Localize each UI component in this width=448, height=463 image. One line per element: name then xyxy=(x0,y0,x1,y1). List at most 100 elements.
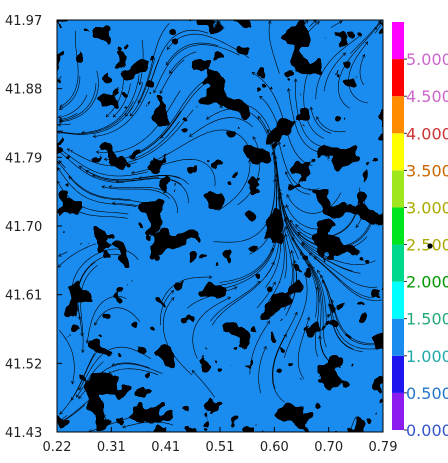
streamline xyxy=(131,159,216,187)
streamline xyxy=(275,161,281,238)
streamline xyxy=(92,174,159,182)
streamline xyxy=(101,186,170,199)
streamline-arrowhead xyxy=(57,78,61,82)
streamline-arrowhead xyxy=(270,247,274,252)
colorbar-band xyxy=(392,392,404,430)
streamline-arrowhead xyxy=(306,69,310,74)
streamline-arrowhead xyxy=(124,113,129,117)
streamline-arrowhead xyxy=(66,148,71,152)
streamline-arrowhead xyxy=(293,78,298,82)
streamline-arrowhead xyxy=(58,420,63,424)
streamline xyxy=(79,165,189,185)
colorbar-label: 3.000 xyxy=(406,198,448,217)
streamline xyxy=(88,412,154,432)
streamline-arrowhead xyxy=(58,420,63,425)
streamline-arrowhead xyxy=(57,264,62,268)
streamline-arrowhead xyxy=(358,33,363,38)
streamline-arrowhead xyxy=(153,89,157,94)
colorbar-label: 1.500 xyxy=(406,310,448,329)
streamline xyxy=(67,148,137,167)
streamline-arrowhead xyxy=(169,70,173,74)
colorbar-band xyxy=(392,22,404,60)
streamline-arrowhead xyxy=(59,418,63,422)
streamline xyxy=(310,107,332,134)
streamline xyxy=(319,335,342,368)
y-axis-ticks: 41.97 41.88 41.79 41.70 41.61 41.52 41.43 xyxy=(5,14,62,441)
streamline xyxy=(307,21,320,33)
streamline-arrowhead xyxy=(165,61,170,66)
streamline xyxy=(300,252,320,303)
streamline xyxy=(77,210,128,219)
streamline xyxy=(278,195,287,279)
streamline xyxy=(211,261,275,326)
streamline-arrowhead xyxy=(166,178,171,182)
streamline xyxy=(288,88,318,153)
streamline xyxy=(138,175,180,179)
streamline xyxy=(169,51,197,74)
streamline xyxy=(192,370,216,398)
streamline-arrowhead xyxy=(248,158,252,163)
streamline xyxy=(57,161,131,200)
streamline xyxy=(309,20,317,28)
colorbar-band xyxy=(392,318,404,356)
streamline xyxy=(59,30,79,108)
colorbar-band xyxy=(392,170,404,208)
y-tick-label: 41.88 xyxy=(5,83,42,98)
streamline-arrowhead xyxy=(283,333,287,338)
streamline-arrowhead xyxy=(159,90,163,94)
streamline-arrowhead xyxy=(78,386,82,391)
streamline xyxy=(159,59,185,94)
streamline-arrowhead xyxy=(108,185,113,189)
streamline-arrowhead xyxy=(364,41,369,46)
streamline-arrowhead xyxy=(297,231,302,236)
streamline-arrowhead xyxy=(271,261,275,266)
y-tick-label: 41.79 xyxy=(5,151,42,166)
streamline-arrowhead xyxy=(112,113,117,118)
streamline-arrowhead xyxy=(138,176,142,180)
streamline-arrowhead xyxy=(277,141,282,146)
streamline-arrowhead xyxy=(283,218,288,223)
streamline xyxy=(323,52,346,92)
streamline-arrowhead xyxy=(301,243,305,247)
streamline-arrowhead xyxy=(205,116,210,120)
streamline xyxy=(78,363,163,399)
streamline-arrowhead xyxy=(95,150,100,154)
y-tick-label: 41.52 xyxy=(5,357,42,372)
streamline xyxy=(59,112,78,120)
streamline xyxy=(129,57,156,117)
streamline xyxy=(217,159,251,212)
streamline xyxy=(57,146,149,177)
streamline xyxy=(289,219,315,241)
heatmap-field xyxy=(57,20,383,432)
streamline xyxy=(251,72,313,166)
streamline xyxy=(316,116,346,133)
streamline xyxy=(57,131,83,135)
colorbar-band xyxy=(392,133,404,171)
streamlines xyxy=(57,20,383,432)
heatmap-high-patches xyxy=(57,20,383,432)
x-tick-label: 0.70 xyxy=(314,440,343,455)
streamline-arrowhead xyxy=(57,115,62,119)
colorbar-label: 3.500 xyxy=(406,161,448,180)
streamline xyxy=(112,202,153,213)
streamline-arrowhead xyxy=(170,290,175,294)
streamline-arrowhead xyxy=(132,156,137,160)
streamline xyxy=(258,346,267,394)
streamline xyxy=(78,346,152,391)
streamline xyxy=(192,296,231,359)
streamline xyxy=(77,261,96,336)
x-tick-label: 0.41 xyxy=(151,440,180,455)
marker-point-2 xyxy=(266,286,273,293)
streamline-arrowhead xyxy=(285,216,290,221)
streamline-arrowhead xyxy=(295,224,299,228)
streamline xyxy=(187,286,238,309)
streamline xyxy=(211,248,274,287)
streamline xyxy=(291,236,327,348)
streamline xyxy=(105,70,124,118)
streamline xyxy=(320,275,378,346)
streamline-arrowhead xyxy=(316,21,320,25)
streamline xyxy=(137,23,170,104)
streamline-arrowhead xyxy=(71,380,75,385)
streamline-arrowhead xyxy=(138,81,142,86)
streamline xyxy=(275,156,320,262)
